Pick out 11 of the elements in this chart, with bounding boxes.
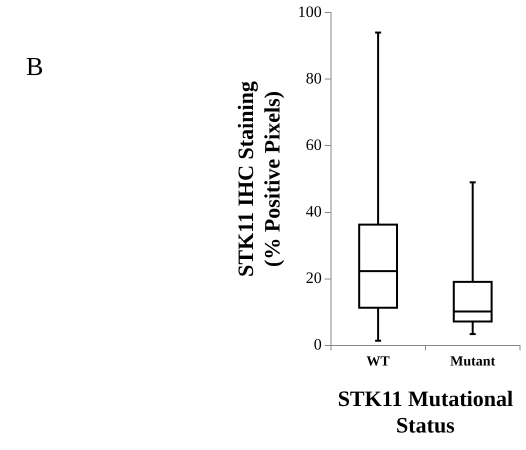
y-tick-label: 0 — [314, 336, 322, 354]
y-tick-label: 60 — [306, 136, 322, 154]
y-tick-label: 80 — [306, 70, 322, 88]
y-tick-label: 100 — [298, 4, 322, 21]
y-axis-title: STK11 IHC Staining (% Positive Pixels) — [232, 81, 284, 277]
x-tick-label: Mutant — [450, 354, 496, 370]
x-tick-label: WT — [366, 354, 390, 370]
text: B — [26, 52, 44, 81]
y-tick-label: 20 — [306, 270, 322, 288]
x-axis-title: STK11 Mutational Status — [338, 386, 514, 438]
y-tick-label: 40 — [306, 203, 322, 220]
